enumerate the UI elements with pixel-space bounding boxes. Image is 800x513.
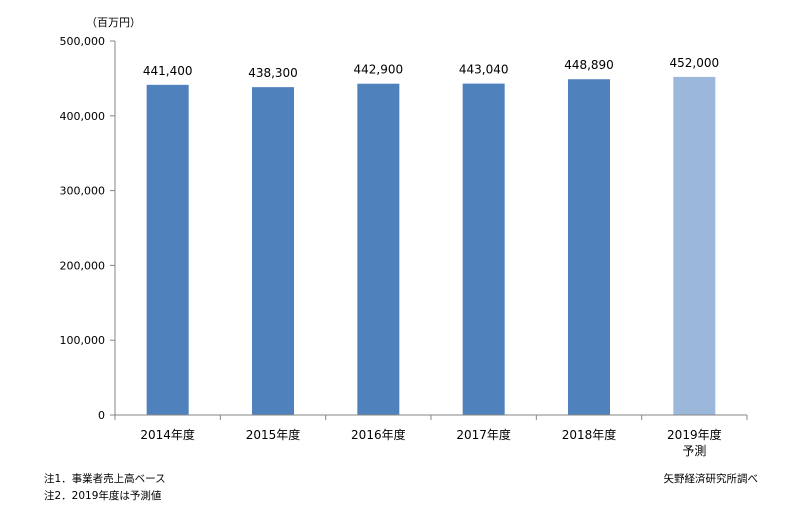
y-tick-label: 0 — [98, 409, 105, 422]
source-credit: 矢野経済研究所調べ — [663, 473, 759, 485]
x-category-label: 2019年度予測 — [667, 427, 722, 458]
x-category-label: 2015年度 — [246, 427, 301, 442]
bar-value-label: 441,400 — [143, 64, 193, 78]
x-axis: 2014年度 2015年度 2016年度 2017年度 2018年度 2019年度予測 — [114, 414, 748, 458]
footnote-1: 注1．事業者売上高ベース — [44, 473, 166, 485]
y-axis-unit-label: （百万円） — [86, 16, 141, 29]
x-category-label: 2014年度 — [140, 427, 195, 442]
x-category-label: 2016年度 — [351, 427, 406, 442]
bar-value-label: 438,300 — [248, 66, 298, 80]
y-axis: 0 100,000 200,000 300,000 400,000 500,000 — [60, 35, 116, 422]
bar-value-label: 443,040 — [459, 63, 509, 77]
x-category-label: 2018年度 — [562, 427, 617, 442]
bar-forecast — [673, 76, 716, 416]
footnote-2: 注2．2019年度は予測値 — [44, 490, 162, 502]
bar — [146, 84, 189, 416]
footnotes: 注1．事業者売上高ベース 注2．2019年度は予測値 — [44, 471, 166, 505]
bars: 441,400 438,300 442,900 443,040 448,890 452,0… — [143, 56, 720, 416]
y-tick-label: 300,000 — [60, 185, 106, 198]
bar — [462, 83, 505, 415]
y-tick-label: 500,000 — [60, 35, 106, 48]
bar — [357, 83, 400, 415]
bar-value-label: 452,000 — [670, 56, 720, 70]
bar — [568, 79, 610, 415]
y-tick-label: 200,000 — [60, 259, 106, 272]
y-tick-label: 100,000 — [60, 334, 106, 347]
bar-value-label: 448,890 — [564, 58, 614, 72]
bar-value-label: 442,900 — [354, 63, 404, 77]
bar — [252, 87, 294, 415]
x-category-label: 2017年度 — [456, 427, 511, 442]
y-tick-label: 400,000 — [60, 110, 106, 123]
